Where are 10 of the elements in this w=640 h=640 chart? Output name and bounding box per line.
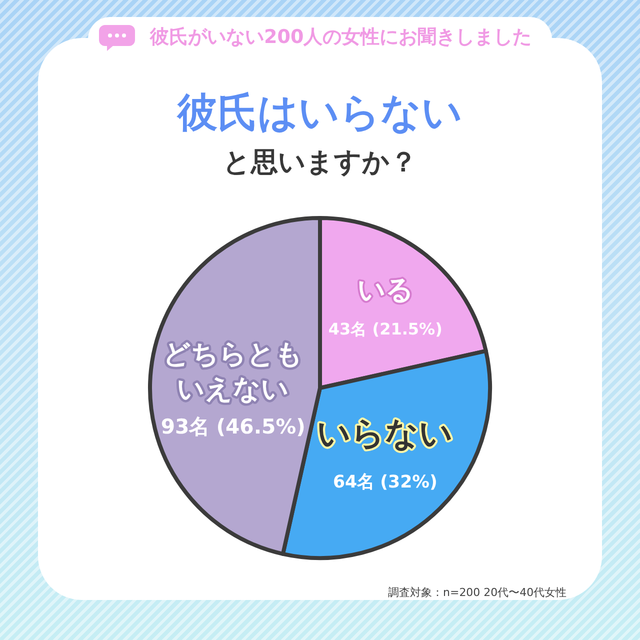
chart-subtitle: と思いますか？ (223, 147, 417, 178)
data-label: 43名 (21.5%) (328, 320, 442, 339)
slice-label: どちらともいえない (163, 338, 304, 406)
chart-title: 彼氏はいらない (176, 90, 462, 136)
text: 調査対象：n=200 20代〜40代女性 (388, 586, 567, 599)
data-label: 64名 (32%) (332, 472, 438, 492)
slice-label: いる (357, 274, 414, 306)
data-label: 93名 (46.5%) (160, 414, 306, 438)
text: 彼氏がいない200人の女性にお聞きしました (149, 26, 532, 48)
slice-label: いらない (317, 414, 454, 453)
